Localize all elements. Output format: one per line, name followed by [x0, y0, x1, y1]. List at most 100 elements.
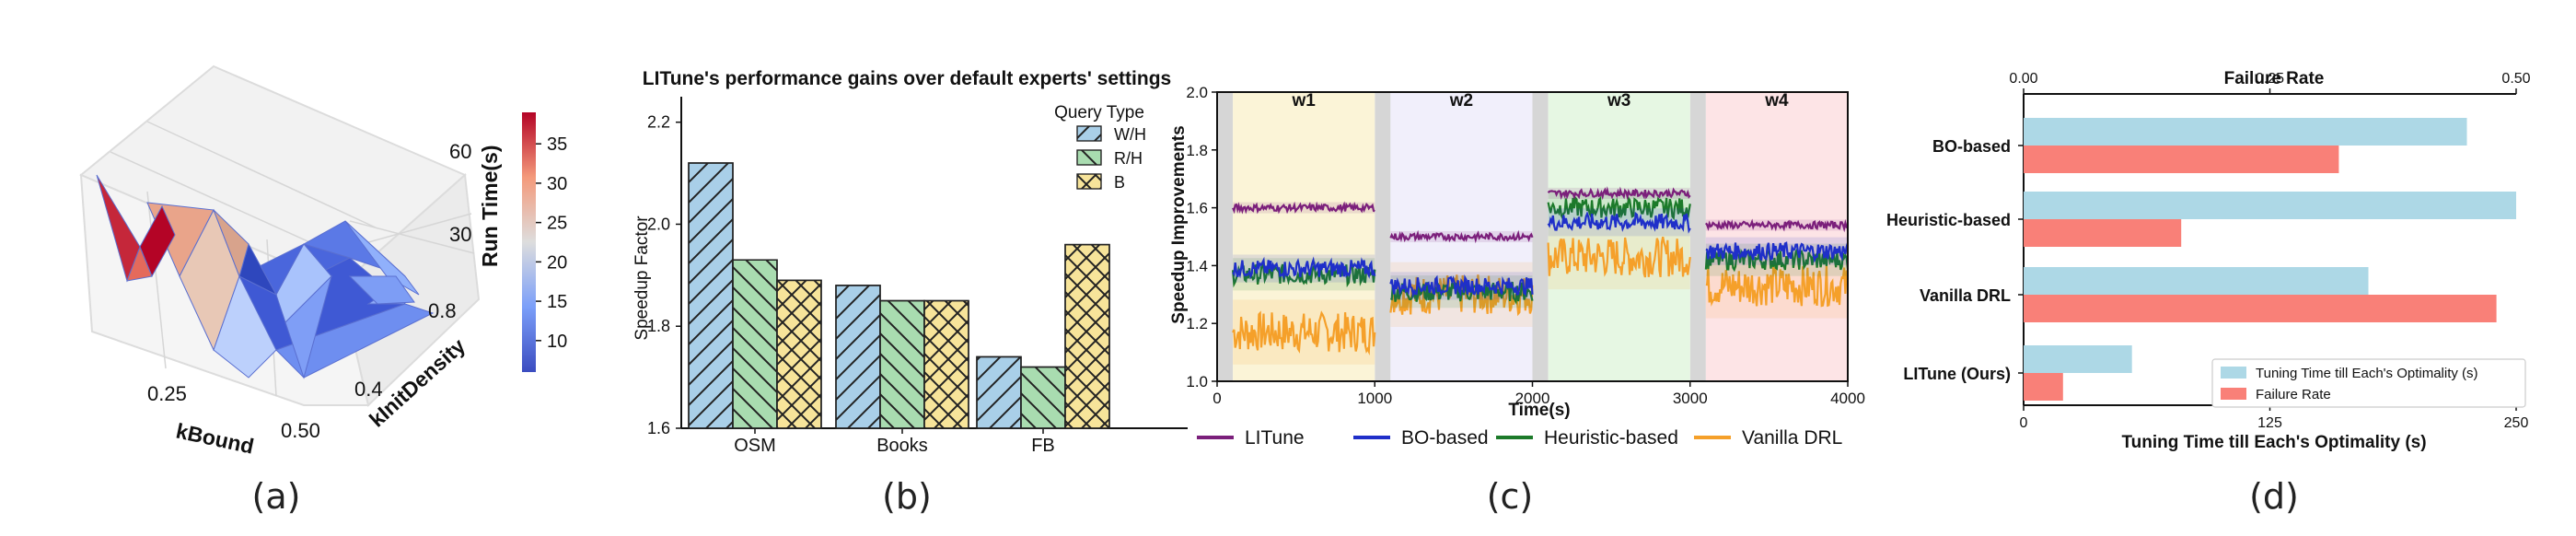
series-line [1232, 310, 1376, 356]
bar-hatch [732, 259, 778, 429]
chart-c-plot: w1 w2 w3 w4 1.0 1.2 1.4 1.6 1.8 2.0 0 1000 2000 3000 4… [1186, 84, 1865, 407]
x-tick-label: 0 [1213, 390, 1221, 407]
bar-hatch [776, 279, 822, 429]
series-line [1389, 274, 1534, 298]
legend-label: BO-based [1401, 427, 1489, 449]
legend-swatch-hatch [1076, 125, 1102, 142]
category-label: Heuristic-based [1886, 211, 2011, 229]
chart-d-bottom-axis-title: Tuning Time till Each's Optimality (s) [2121, 433, 2426, 452]
phase-label: w1 [1292, 91, 1317, 111]
colorbar-tick-label: 15 [547, 292, 567, 312]
legend-swatch-hatch [1076, 173, 1102, 190]
series-line [1232, 201, 1375, 215]
chart-c-y-label: Speedup Improvements [1169, 125, 1189, 323]
legend-label: Tuning Time till Each's Optimality (s) [2256, 366, 2478, 381]
colorbar-tick-label: 35 [547, 134, 567, 155]
legend-swatch-hatch [1076, 149, 1102, 166]
chart-c-x-label: Time(s) [1508, 401, 1570, 420]
bar-tuning-time [2024, 345, 2132, 373]
bar-hatch [1064, 243, 1110, 429]
x-tick-label: 3000 [1673, 390, 1708, 407]
colorbar [522, 112, 536, 372]
y-tick-label: 2.0 [647, 215, 670, 233]
colorbar-tick-label: 30 [547, 174, 567, 194]
y-tick-label: 1.6 [1186, 200, 1208, 217]
caption-b: (b) [882, 476, 932, 517]
top-tick-label: 0.50 [2501, 71, 2530, 87]
panel-b: LITune's performance gains over default … [632, 68, 1188, 517]
y-tick-label: 1.2 [1186, 315, 1208, 332]
z-tick-label: 30 [449, 223, 471, 246]
legend-label: R/H [1114, 149, 1143, 168]
bar-hatch [835, 285, 881, 429]
y-tick-label: 1.6 [647, 419, 670, 437]
colorbar-ticks: 10 15 20 25 30 35 [536, 134, 567, 352]
z-tick-label: 60 [449, 140, 471, 163]
x-tick-label: 4000 [1830, 390, 1865, 407]
series-line [1547, 236, 1691, 278]
series-line [1389, 229, 1534, 244]
legend-title: Query Type [1054, 103, 1144, 122]
legend-label: Vanilla DRL [1742, 427, 1842, 449]
panel-c: w1 w2 w3 w4 1.0 1.2 1.4 1.6 1.8 2.0 0 1000 2000 3000 4… [1169, 84, 1865, 517]
series-line [1547, 211, 1691, 234]
x-tick-label: 2000 [1515, 390, 1550, 407]
transition-gap [1689, 92, 1706, 381]
caption-c: (c) [1487, 476, 1534, 517]
workload-phase [1548, 92, 1690, 381]
bar-hatch [1020, 366, 1066, 429]
category-label: LITune (Ours) [1903, 365, 2011, 383]
y-tick-label: 0.8 [428, 299, 457, 322]
x-tick-label: 0.50 [281, 419, 320, 442]
x-tick-label: Books [876, 436, 928, 456]
y-tick-label: 0.4 [354, 378, 383, 401]
phase-label: w3 [1607, 91, 1630, 111]
legend-box [2211, 358, 2526, 408]
y-tick-label: 2.0 [1186, 84, 1208, 101]
x-axis-label: kBound [174, 418, 256, 458]
legend-label: Heuristic-based [1544, 427, 1678, 449]
chart-b-title: LITune's performance gains over default … [643, 68, 1171, 89]
y-tick-label: 1.8 [1186, 142, 1208, 159]
legend-label: LITune [1245, 427, 1305, 449]
series-line [1705, 265, 1850, 308]
category-label: Vanilla DRL [1920, 286, 2011, 305]
category-label: BO-based [1932, 137, 2011, 156]
y-tick-label: 2.2 [647, 113, 670, 132]
y-tick-label: 1.4 [1186, 257, 1208, 274]
bar-tuning-time [2024, 192, 2516, 219]
x-tick-label: FB [1031, 436, 1055, 456]
legend-label: Failure Rate [2256, 387, 2331, 402]
series-line [1547, 186, 1691, 201]
x-tick-label: OSM [734, 436, 776, 456]
bar-tuning-time [2024, 118, 2467, 146]
variance-band [1548, 224, 1690, 290]
transition-gap [1217, 92, 1234, 381]
chart-d-top-axis-title: Failure Rate [2224, 69, 2325, 88]
bar-failure-rate [2024, 295, 2497, 322]
series-line [1705, 241, 1850, 263]
bar-hatch [976, 355, 1022, 429]
caption-d: (d) [2249, 476, 2299, 517]
bar-hatch [879, 299, 925, 429]
workload-phase [1705, 92, 1848, 381]
bar-hatch [688, 162, 734, 429]
bottom-tick-label: 250 [2504, 415, 2529, 431]
phase-label: w4 [1764, 91, 1789, 111]
chart-d-plot: 0.00 0.25 0.50 0 125 250 BO-based Heuristic-bas… [1886, 71, 2531, 431]
bar-hatch [923, 299, 969, 429]
chart-c-legend: LITune BO-based Heuristic-based Vanilla DRL [1197, 427, 1842, 449]
panel-d: Failure Rate Tuning Time till Each's Opt… [1886, 69, 2531, 517]
bar-tuning-time [2024, 267, 2369, 295]
top-tick-label: 0.25 [2256, 71, 2284, 87]
legend-swatch [2221, 367, 2246, 379]
top-tick-label: 0.00 [2009, 71, 2037, 87]
colorbar-tick-label: 20 [547, 252, 567, 273]
colorbar-tick-label: 25 [547, 214, 567, 234]
phase-label: w2 [1449, 91, 1473, 111]
chart-b-legend: Query Type W/H R/H B [1054, 103, 1146, 192]
bottom-tick-label: 125 [2257, 415, 2282, 431]
x-tick-label: 1000 [1357, 390, 1392, 407]
bar-failure-rate [2024, 146, 2339, 173]
